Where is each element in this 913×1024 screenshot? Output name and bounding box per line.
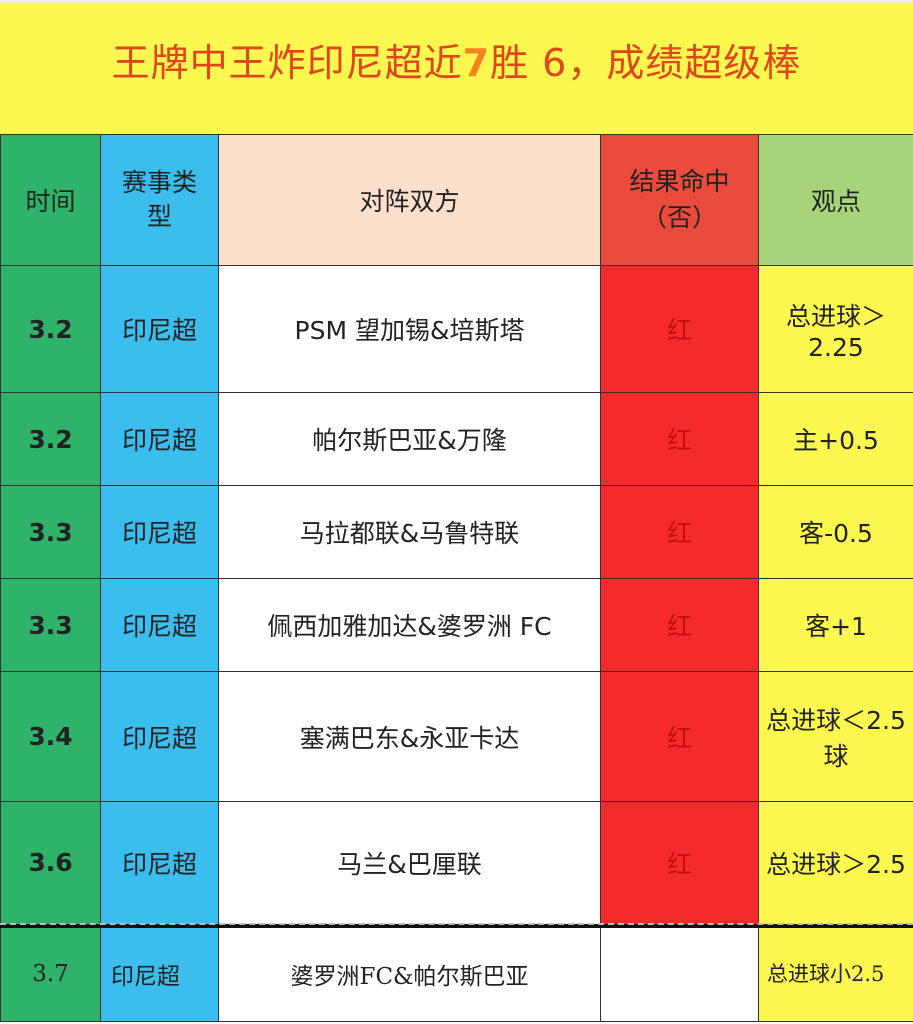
date-text: 3.3 [28,610,73,640]
header-row: 时间 赛事类型 对阵双方 结果命中（否） 观点 [0,134,913,266]
league-text: 印尼超 [121,519,197,548]
date-text: 3.4 [28,722,73,751]
date-text: 3.7 [32,961,69,988]
result-text: 红 [666,519,692,548]
table-row: 3.2 印尼超 帕尔斯巴亚&万隆 红 主+0.5 [0,392,913,486]
table-row: 3.3 印尼超 马拉都联&马鲁特联 红 客-0.5 [0,485,913,579]
cell-league: 印尼超 [100,265,219,393]
cell-match: 婆罗洲FC&帕尔斯巴亚 [218,923,601,1022]
table-row: 3.6 印尼超 马兰&巴厘联 红 总进球＞2.5 [0,801,913,926]
cell-date: 3.3 [0,578,101,672]
pick-text: 客-0.5 [799,519,873,548]
cell-match: 塞满巴东&永亚卡达 [218,671,601,802]
header-result: 结果命中（否） [600,134,759,266]
cell-league: 印尼超 [100,923,219,1022]
date-text: 3.2 [28,314,73,344]
league-text: 印尼超 [111,964,180,991]
league-text: 印尼超 [121,316,197,345]
header-league: 赛事类型 [100,134,219,266]
cell-league: 印尼超 [100,392,219,486]
title-text-end: 胜 6，成绩超级棒 [490,41,802,85]
pick-text: 客+1 [805,612,867,641]
cell-pick: 总进球＞2.25 [758,265,913,393]
cell-result: 红 [600,485,759,579]
masked-digit: 7 [462,41,491,85]
result-text: 红 [666,849,692,879]
cell-pick: 客+1 [758,578,913,672]
header-date: 时间 [0,134,101,266]
date-text: 3.2 [28,424,73,454]
cell-league: 印尼超 [100,578,219,672]
cell-date: 3.2 [0,392,101,486]
match-text: PSM 望加锡&培斯塔 [294,316,525,345]
pick-text: 总进球＜2.5 球 [766,705,906,771]
match-text: 帕尔斯巴亚&万隆 [312,426,507,455]
cell-pick: 总进球小2.5 [758,923,913,1022]
pick-text: 总进球＞2.5 [766,849,906,879]
cell-result: 红 [600,578,759,672]
cell-result: 红 [600,392,759,486]
dashed-divider [0,923,913,925]
match-text: 塞满巴东&永亚卡达 [299,723,520,753]
result-text: 红 [666,426,692,455]
table-row: 3.4 印尼超 塞满巴东&永亚卡达 红 总进球＜2.5 球 [0,671,913,802]
results-table: 时间 赛事类型 对阵双方 结果命中（否） 观点 3.2 印尼超 PSM 望加锡&培斯… [0,134,913,1022]
cell-pick: 总进球＞2.5 [758,801,913,926]
date-text: 3.6 [28,848,73,878]
table-row: 3.2 印尼超 PSM 望加锡&培斯塔 红 总进球＞2.25 [0,265,913,393]
match-text: 马拉都联&马鲁特联 [299,519,520,548]
league-text: 印尼超 [121,612,197,641]
result-text: 红 [666,316,692,345]
title-text: 王牌中王炸印尼超近 [111,41,463,85]
header-pick: 观点 [758,134,913,266]
cell-pick: 主+0.5 [758,392,913,486]
cell-result: 红 [600,265,759,393]
match-text: 马兰&巴厘联 [337,849,482,879]
pick-text: 主+0.5 [793,426,879,455]
header-match: 对阵双方 [218,134,601,266]
result-text: 红 [666,612,692,641]
cell-pick: 客-0.5 [758,485,913,579]
cell-date: 3.6 [0,801,101,926]
result-text: 红 [666,723,692,753]
date-text: 3.3 [28,517,73,547]
cell-match: 帕尔斯巴亚&万隆 [218,392,601,486]
cell-league: 印尼超 [100,801,219,926]
cell-date: 3.2 [0,265,101,393]
cell-league: 印尼超 [100,485,219,579]
table-row: 3.3 印尼超 佩西加雅加达&婆罗洲 FC 红 客+1 [0,578,913,672]
cell-date: 3.4 [0,671,101,802]
cell-match: 佩西加雅加达&婆罗洲 FC [218,578,601,672]
cell-match: 马拉都联&马鲁特联 [218,485,601,579]
match-text: 佩西加雅加达&婆罗洲 FC [267,612,552,641]
league-text: 印尼超 [121,723,197,753]
cell-date: 3.3 [0,485,101,579]
league-text: 印尼超 [121,426,197,455]
match-text: 婆罗洲FC&帕尔斯巴亚 [290,964,529,991]
cell-result: 红 [600,801,759,926]
cell-league: 印尼超 [100,671,219,802]
cell-result [600,923,759,1022]
table-row: 3.7 印尼超 婆罗洲FC&帕尔斯巴亚 总进球小2.5 [0,923,913,1022]
cell-date: 3.7 [0,923,101,1022]
cell-result: 红 [600,671,759,802]
league-text: 印尼超 [121,849,197,879]
pick-text: 总进球小2.5 [767,962,885,987]
cell-match: 马兰&巴厘联 [218,801,601,926]
page-title: 王牌中王炸印尼超近7胜 6，成绩超级棒 [0,0,913,134]
cell-match: PSM 望加锡&培斯塔 [218,265,601,393]
cell-pick: 总进球＜2.5 球 [758,671,913,802]
pick-text: 总进球＞2.25 [785,301,886,362]
